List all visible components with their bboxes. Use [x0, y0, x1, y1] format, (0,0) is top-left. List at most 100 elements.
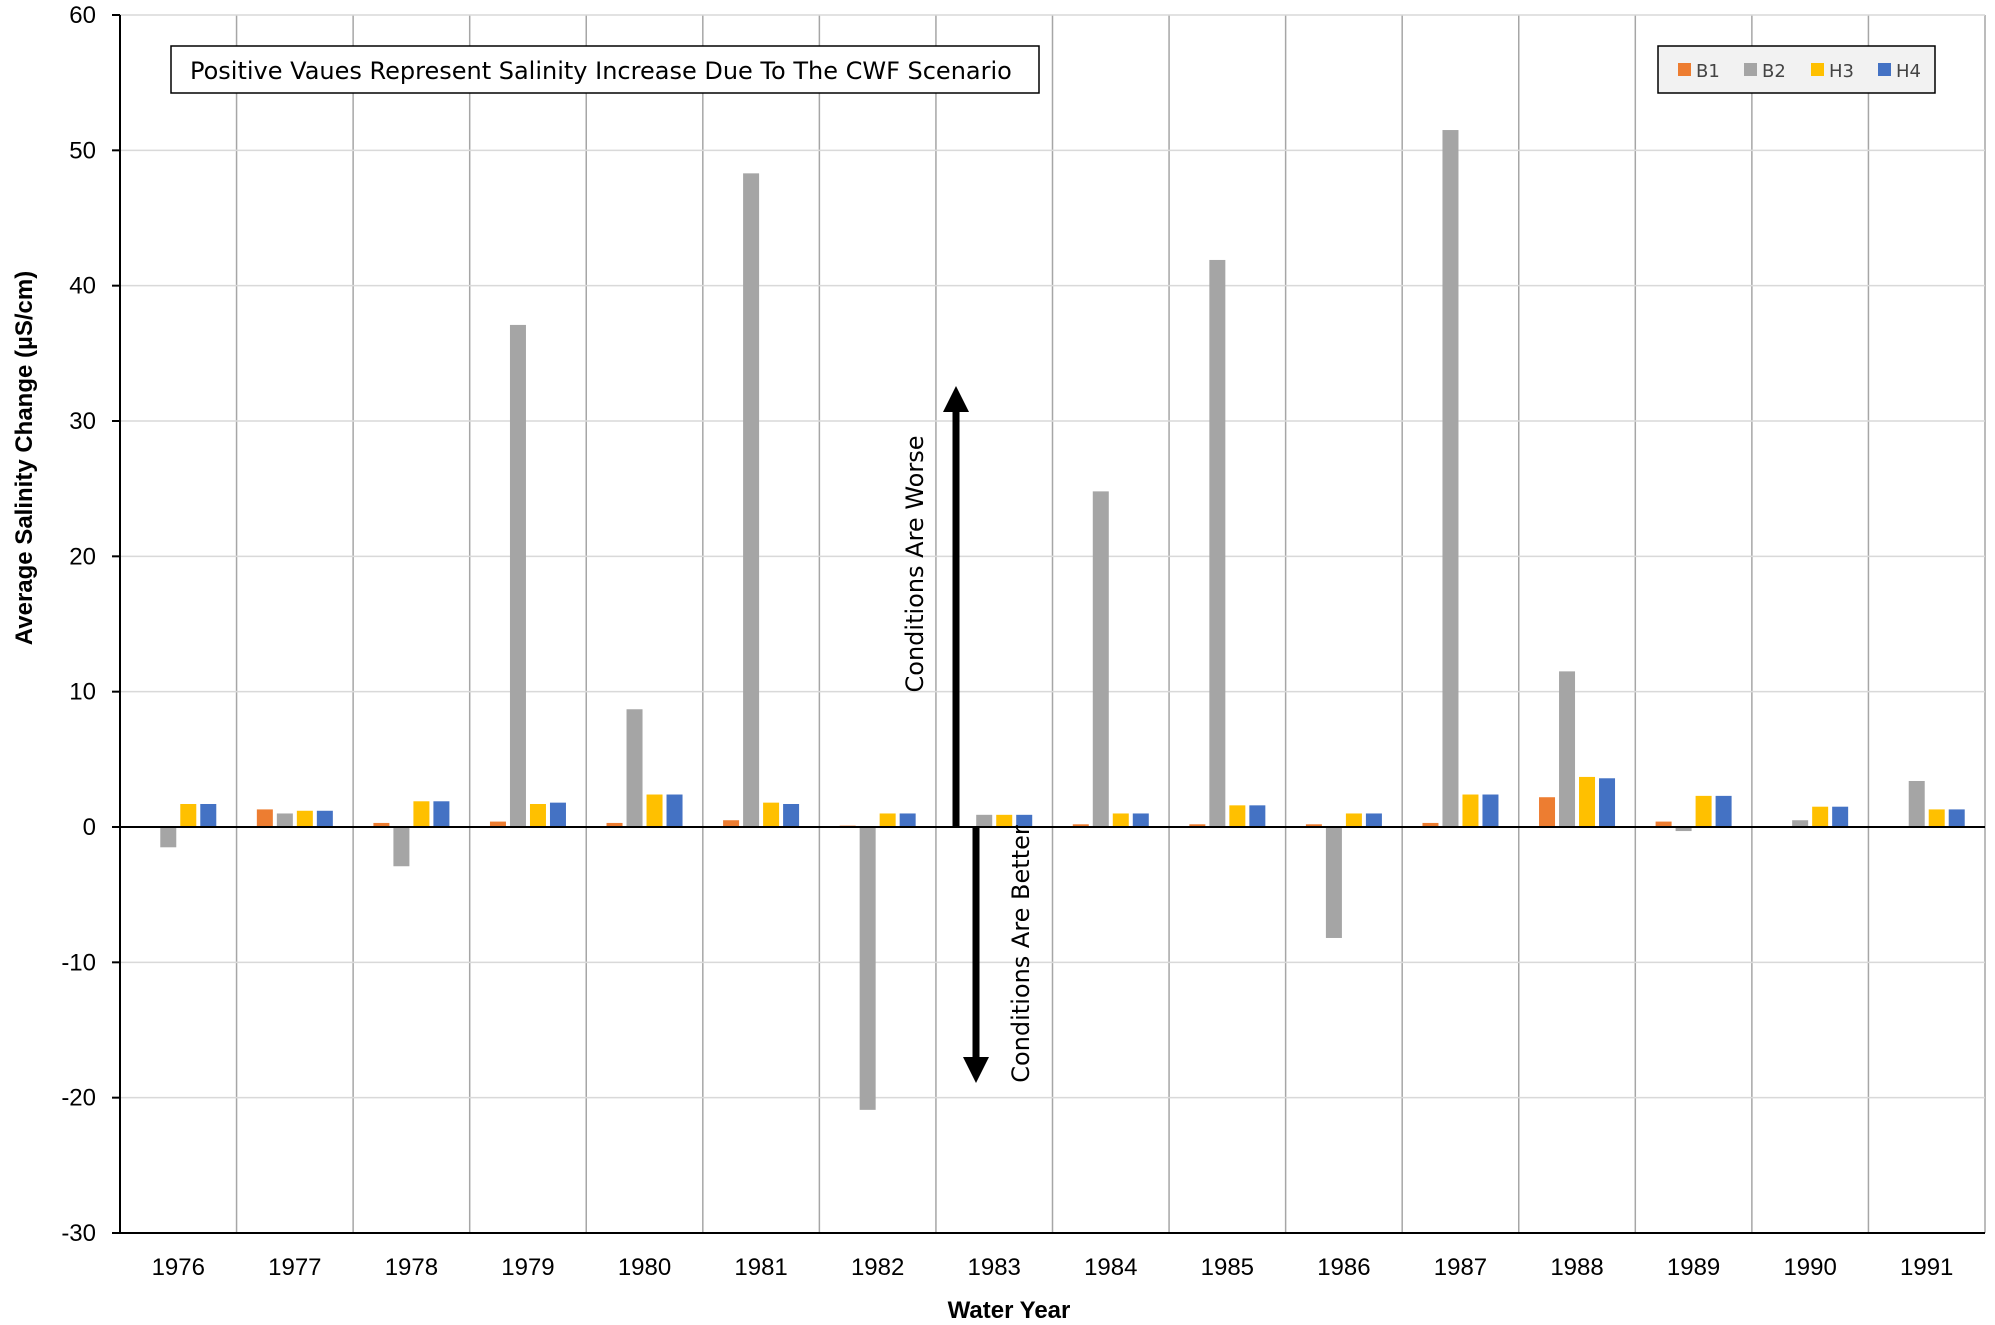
bar-b2-1988 [1559, 671, 1576, 827]
y-tick-labels: 60 50 40 30 20 10 0 -10 -20 -30 [61, 2, 96, 1247]
x-tick-label: 1982 [851, 1254, 904, 1281]
bar-h3-1987 [1462, 794, 1479, 827]
bar-b1-1981 [723, 820, 740, 827]
x-tick-label: 1981 [734, 1254, 787, 1281]
bar-h3-1983 [996, 814, 1013, 827]
bar-h3-1985 [1229, 805, 1246, 827]
bar-series [160, 130, 1965, 1110]
bar-h3-1979 [529, 803, 546, 827]
arrow-better: Conditions Are Better [963, 825, 1035, 1083]
x-tick-labels: 1976 1977 1978 1979 1980 1981 1982 1983 1984 1985… [152, 1254, 1954, 1281]
y-tick-label: 50 [69, 137, 96, 164]
y-tick-label: -20 [61, 1085, 96, 1112]
x-tick-label: 1979 [501, 1254, 554, 1281]
bar-h4-1985 [1249, 805, 1266, 827]
bar-h3-1977 [296, 810, 313, 827]
bar-b1-1979 [489, 821, 506, 827]
y-tick-label: 30 [69, 408, 96, 435]
bar-b2-1990 [1792, 820, 1809, 827]
x-tick-label: 1984 [1084, 1254, 1137, 1281]
bar-h3-1978 [413, 801, 430, 827]
arrow-down-head-icon [963, 1057, 989, 1083]
legend-swatch-h3 [1811, 63, 1824, 76]
x-tick-label: 1980 [618, 1254, 671, 1281]
bar-b2-1978 [393, 827, 410, 867]
bar-h4-1982 [899, 813, 916, 827]
bar-b2-1981 [743, 173, 760, 828]
y-tick-label: 0 [83, 814, 96, 841]
arrow-down-label: Conditions Are Better [1007, 825, 1035, 1083]
bar-h3-1991 [1928, 809, 1945, 827]
bar-b1-1987 [1422, 822, 1439, 827]
bar-b2-1986 [1325, 827, 1342, 938]
x-tick-label: 1989 [1667, 1254, 1720, 1281]
horizontal-gridlines [120, 14, 1985, 1099]
bar-h4-1987 [1482, 794, 1499, 827]
legend-label-h4: H4 [1896, 61, 1921, 82]
bar-b1-1985 [1189, 824, 1206, 827]
bar-h4-1981 [783, 803, 800, 827]
bar-h3-1976 [180, 803, 197, 827]
legend-swatch-h4 [1878, 63, 1891, 76]
x-tick-label: 1983 [968, 1254, 1021, 1281]
bar-h3-1989 [1695, 795, 1712, 827]
bar-h4-1991 [1948, 809, 1965, 827]
bar-b2-1979 [509, 324, 526, 827]
x-tick-label: 1987 [1434, 1254, 1487, 1281]
bar-h3-1984 [1112, 813, 1129, 827]
y-tick-label: -10 [61, 949, 96, 976]
annotation-box: Positive Vaues Represent Salinity Increa… [170, 45, 1040, 94]
bar-h4-1989 [1715, 795, 1732, 827]
bar-b1-1989 [1655, 821, 1672, 827]
bar-h4-1986 [1365, 813, 1382, 827]
bar-h3-1990 [1812, 806, 1829, 827]
bar-h3-1986 [1345, 813, 1362, 827]
y-tick-label: 60 [69, 2, 96, 29]
legend-swatch-b1 [1678, 63, 1691, 76]
bar-h3-1980 [646, 794, 663, 827]
x-tick-label: 1976 [152, 1254, 205, 1281]
y-tick-label: 10 [69, 679, 96, 706]
bar-h4-1990 [1832, 806, 1849, 827]
bar-h4-1978 [433, 801, 450, 827]
bar-b2-1982 [859, 827, 876, 1110]
bar-h3-1988 [1579, 776, 1596, 827]
bar-h3-1982 [879, 813, 896, 827]
x-tick-label: 1985 [1201, 1254, 1254, 1281]
legend-label-b2: B2 [1762, 61, 1786, 82]
arrow-worse: Conditions Are Worse [901, 386, 969, 826]
bar-b2-1985 [1209, 259, 1226, 827]
x-tick-label: 1986 [1317, 1254, 1370, 1281]
legend: B1 B2 H3 H4 [1657, 45, 1936, 94]
bar-b1-1988 [1539, 797, 1556, 827]
x-tick-label: 1977 [268, 1254, 321, 1281]
bar-b2-1991 [1908, 780, 1925, 827]
bar-b1-1986 [1305, 824, 1322, 827]
annotation-text: Positive Vaues Represent Salinity Increa… [190, 57, 1012, 85]
bar-b1-1977 [256, 809, 273, 827]
bar-b1-1980 [606, 822, 623, 827]
bar-h4-1980 [666, 794, 683, 827]
y-tick-label: 20 [69, 543, 96, 570]
legend-label-h3: H3 [1829, 61, 1854, 82]
bar-b2-1987 [1442, 130, 1459, 828]
x-tick-label: 1978 [385, 1254, 438, 1281]
bar-b1-1978 [373, 822, 390, 827]
legend-label-b1: B1 [1696, 61, 1720, 82]
bar-h4-1977 [316, 810, 333, 827]
y-axis-title: Average Salinity Change (µS/cm) [11, 271, 38, 645]
vertical-gridlines [235, 15, 1986, 1233]
bar-b2-1989 [1675, 827, 1692, 832]
x-tick-label: 1988 [1550, 1254, 1603, 1281]
x-tick-label: 1990 [1783, 1254, 1836, 1281]
bar-b2-1984 [1092, 491, 1109, 827]
x-tick-label: 1991 [1900, 1254, 1953, 1281]
y-tick-label: 40 [69, 273, 96, 300]
bar-b2-1980 [626, 709, 643, 827]
bar-b2-1983 [976, 814, 993, 827]
bar-h4-1984 [1132, 813, 1149, 827]
bar-h4-1983 [1016, 814, 1033, 827]
bar-h3-1981 [763, 802, 780, 827]
x-axis-title: Water Year [948, 1297, 1071, 1324]
arrow-up-head-icon [943, 386, 969, 412]
